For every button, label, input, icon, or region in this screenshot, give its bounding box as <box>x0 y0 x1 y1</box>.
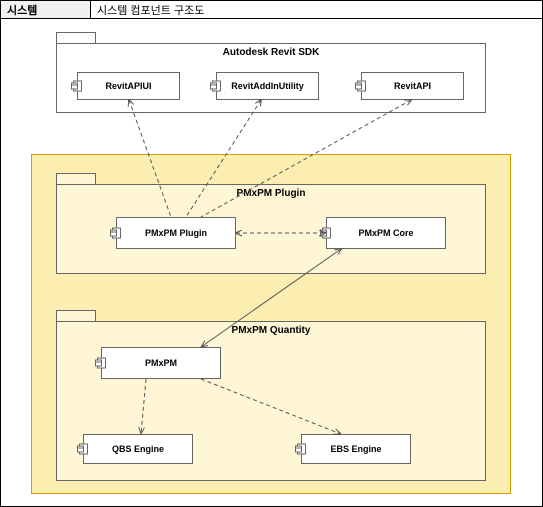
component-label: PMxPM Plugin <box>145 228 207 238</box>
header-left-cell: 시스템 <box>1 1 91 18</box>
component-pmxpm-plugin: PMxPM Plugin <box>116 217 236 249</box>
component-pmxpm-core: PMxPM Core <box>326 217 446 249</box>
component-icon <box>212 81 221 92</box>
component-pmxpm: PMxPM <box>101 347 221 379</box>
package-label-sdk: Autodesk Revit SDK <box>223 47 320 58</box>
component-label: RevitAPIUI <box>105 81 151 91</box>
component-ebs-engine: EBS Engine <box>301 434 411 464</box>
package-label-plugin: PMxPM Plugin <box>237 188 306 199</box>
component-label: PMxPM Core <box>358 228 413 238</box>
package-tab-quantity <box>56 310 96 321</box>
component-label: EBS Engine <box>330 444 381 454</box>
component-qbs-engine: QBS Engine <box>83 434 193 464</box>
component-icon <box>297 444 306 455</box>
package-label-quantity: PMxPM Quantity <box>232 325 311 336</box>
component-revitaddinutility: RevitAddInUtility <box>216 72 319 100</box>
package-tab-sdk <box>56 32 96 43</box>
diagram-canvas: Autodesk Revit SDK RevitAPIUI RevitAddInUt… <box>1 19 542 507</box>
package-tab-plugin <box>56 173 96 184</box>
component-revitapiui: RevitAPIUI <box>77 72 180 100</box>
page-frame: 시스템 시스템 컴포넌트 구조도 Autodesk Revit SDK Revit… <box>0 0 543 507</box>
component-icon <box>112 228 121 239</box>
component-label: RevitAddInUtility <box>231 81 304 91</box>
component-icon <box>73 81 82 92</box>
header-right-cell: 시스템 컴포넌트 구조도 <box>91 1 542 18</box>
component-label: QBS Engine <box>112 444 164 454</box>
component-icon <box>97 358 106 369</box>
component-icon <box>357 81 366 92</box>
page-header: 시스템 시스템 컴포넌트 구조도 <box>1 1 542 19</box>
component-icon <box>322 228 331 239</box>
component-label: RevitAPI <box>394 81 431 91</box>
component-revitapi: RevitAPI <box>361 72 464 100</box>
component-label: PMxPM <box>145 358 177 368</box>
component-icon <box>79 444 88 455</box>
